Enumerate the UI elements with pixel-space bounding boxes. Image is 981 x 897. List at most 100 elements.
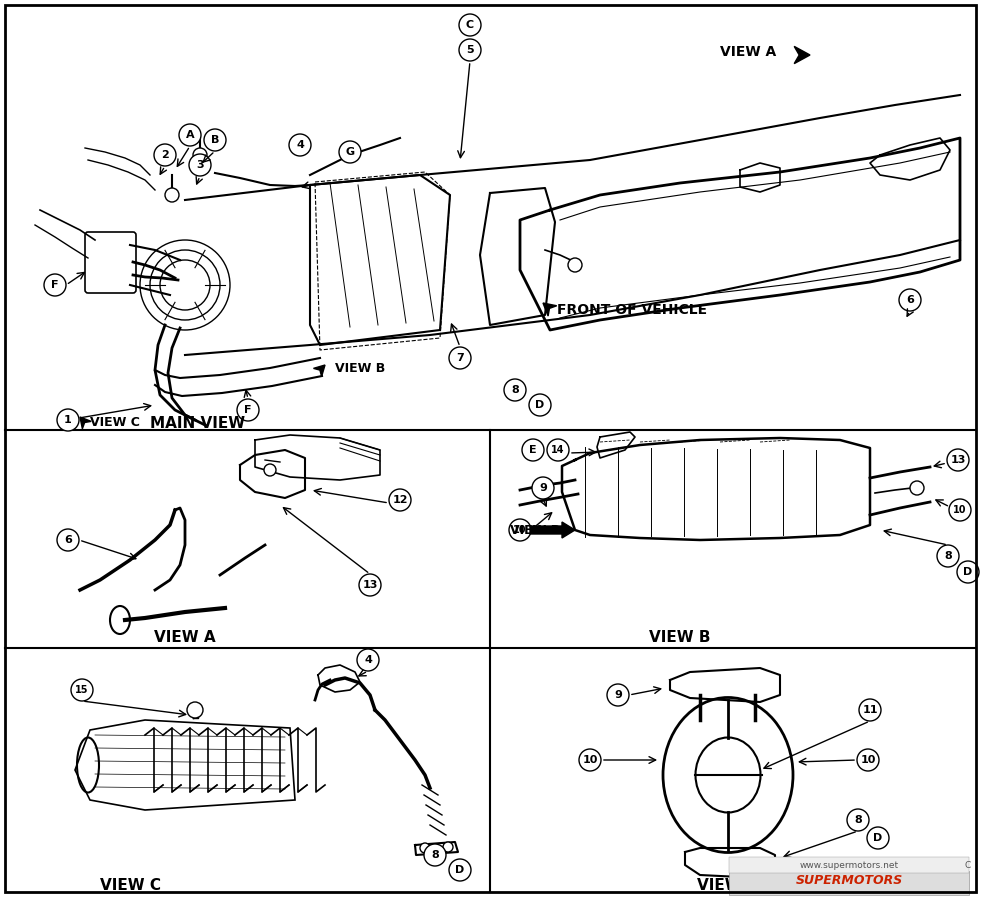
Circle shape [459,39,481,61]
Text: 6: 6 [906,295,914,305]
Text: VIEW D: VIEW D [510,524,561,536]
Text: 10: 10 [583,755,597,765]
Text: B: B [211,135,219,145]
Circle shape [193,148,207,162]
Text: 13: 13 [951,455,965,465]
Circle shape [357,649,379,671]
Text: G: G [345,147,354,157]
Polygon shape [80,417,91,429]
Circle shape [179,124,201,146]
Circle shape [568,258,582,272]
FancyBboxPatch shape [729,871,969,895]
Circle shape [204,129,226,151]
Text: D: D [455,865,465,875]
Text: 11: 11 [862,705,878,715]
Text: D: D [536,400,544,410]
Text: VIEW B: VIEW B [335,361,386,375]
Text: VIEW B: VIEW B [649,631,711,646]
Polygon shape [543,303,557,316]
Text: 7: 7 [456,353,464,363]
Text: D: D [873,833,883,843]
Text: D: D [963,567,972,577]
Circle shape [532,477,554,499]
Circle shape [264,464,276,476]
Circle shape [579,749,601,771]
Circle shape [449,347,471,369]
Circle shape [949,499,971,521]
Text: 14: 14 [551,445,565,455]
Text: 8: 8 [854,815,862,825]
Circle shape [867,827,889,849]
Text: 10: 10 [860,755,876,765]
Circle shape [424,844,446,866]
Circle shape [71,679,93,701]
Circle shape [57,409,79,431]
Circle shape [44,274,66,296]
Text: VIEW C: VIEW C [90,415,140,429]
Circle shape [359,574,381,596]
Text: 10: 10 [513,525,527,535]
Circle shape [607,684,629,706]
Circle shape [522,439,544,461]
Text: 6: 6 [64,535,72,545]
Text: 8: 8 [511,385,519,395]
Text: 2: 2 [161,150,169,160]
Circle shape [509,519,531,541]
Circle shape [459,14,481,36]
Polygon shape [314,365,325,377]
Text: A: A [185,130,194,140]
Circle shape [443,842,453,852]
Text: F: F [51,280,59,290]
Circle shape [547,439,569,461]
Text: 15: 15 [76,685,88,695]
Circle shape [910,481,924,495]
Text: 8: 8 [431,850,439,860]
Circle shape [947,449,969,471]
Text: www.supermotors.net: www.supermotors.net [800,860,899,869]
Circle shape [857,749,879,771]
Polygon shape [530,522,575,538]
Text: 4: 4 [364,655,372,665]
Circle shape [339,141,361,163]
Text: 3: 3 [196,160,204,170]
Circle shape [504,379,526,401]
Circle shape [847,809,869,831]
Circle shape [389,489,411,511]
Text: 10: 10 [954,505,966,515]
Text: MAIN VIEW: MAIN VIEW [150,415,245,431]
Circle shape [189,154,211,176]
Text: F: F [244,405,252,415]
Circle shape [237,399,259,421]
Text: VIEW A: VIEW A [154,631,216,646]
Circle shape [57,529,79,551]
Polygon shape [795,47,810,64]
Circle shape [449,859,471,881]
Text: 13: 13 [362,580,378,590]
Text: E: E [529,445,537,455]
Text: 9: 9 [614,690,622,700]
Circle shape [165,188,179,202]
Text: VIEW C: VIEW C [99,877,161,893]
Text: 12: 12 [392,495,408,505]
FancyBboxPatch shape [729,857,969,873]
Circle shape [957,561,979,583]
Text: FRONT OF VEHICLE: FRONT OF VEHICLE [557,303,707,317]
Text: VIEW A: VIEW A [720,45,776,59]
Circle shape [420,843,430,853]
Text: SUPERMOTORS: SUPERMOTORS [796,874,903,886]
Circle shape [859,699,881,721]
Text: 1: 1 [64,415,72,425]
Text: C: C [965,860,971,869]
Circle shape [937,545,959,567]
Text: C: C [466,20,474,30]
Circle shape [529,394,551,416]
Circle shape [289,134,311,156]
Text: 5: 5 [466,45,474,55]
Circle shape [154,144,176,166]
Text: 8: 8 [944,551,952,561]
Circle shape [899,289,921,311]
Text: 4: 4 [296,140,304,150]
Text: 9: 9 [540,483,547,493]
Circle shape [187,702,203,718]
Text: VIEW D: VIEW D [697,877,759,893]
